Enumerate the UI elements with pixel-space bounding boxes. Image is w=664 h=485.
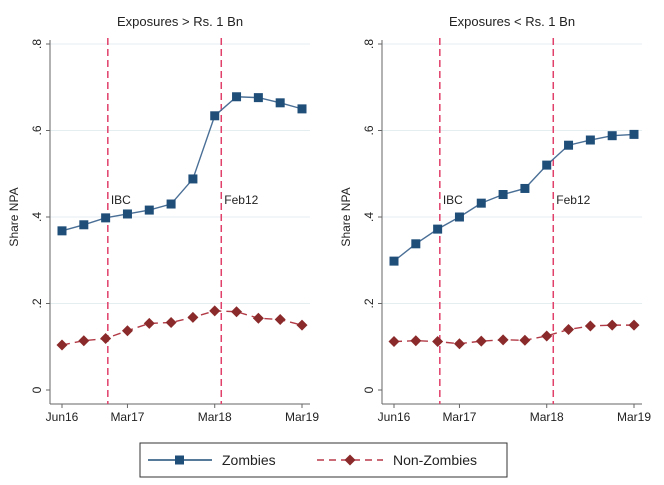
y-tick-label: .8 <box>30 39 44 49</box>
point-non-zombies <box>231 306 243 318</box>
y-tick-label: .6 <box>30 125 44 135</box>
point-zombies <box>57 226 67 236</box>
y-axis-label: Share NPA <box>339 187 353 246</box>
point-non-zombies <box>628 319 640 331</box>
point-non-zombies <box>274 314 286 326</box>
point-zombies <box>297 104 307 114</box>
y-tick-label: .8 <box>362 39 376 49</box>
point-zombies <box>389 256 399 266</box>
point-zombies <box>585 135 595 145</box>
point-zombies <box>275 98 285 108</box>
point-zombies <box>629 129 639 139</box>
point-zombies <box>498 190 508 200</box>
event-label-ibc: IBC <box>443 193 463 207</box>
point-zombies <box>188 174 198 184</box>
y-tick-label: .6 <box>362 125 376 135</box>
x-tick-label: Mar18 <box>530 410 564 424</box>
x-tick-label: Jun16 <box>378 410 411 424</box>
series-line-zombies <box>61 96 303 232</box>
y-tick-label: .2 <box>30 298 44 308</box>
series-line-non-zombies <box>393 324 634 345</box>
point-non-zombies <box>165 317 177 329</box>
point-zombies <box>79 220 89 230</box>
point-non-zombies <box>100 333 112 345</box>
legend-zombies-label: Zombies <box>222 452 276 468</box>
point-zombies <box>101 213 111 223</box>
legend-nonzombies-label: Non-Zombies <box>393 452 477 468</box>
x-tick-label: Mar17 <box>442 410 476 424</box>
point-zombies <box>542 160 552 170</box>
legend: Zombies Non-Zombies <box>139 442 508 478</box>
x-tick-label: Mar17 <box>110 410 144 424</box>
point-non-zombies <box>541 330 553 342</box>
legend-nonzombies-marker <box>344 454 356 466</box>
x-tick-label: Mar18 <box>198 410 232 424</box>
point-non-zombies <box>78 335 90 347</box>
y-tick-label: .4 <box>30 212 44 222</box>
y-tick-label: 0 <box>30 386 44 393</box>
point-non-zombies <box>209 305 221 317</box>
point-zombies <box>253 93 263 103</box>
x-tick-label: Mar19 <box>285 410 319 424</box>
chart-title: Exposures > Rs. 1 Bn <box>117 14 243 29</box>
event-label-feb12: Feb12 <box>224 193 258 207</box>
point-non-zombies <box>296 319 308 331</box>
legend-zombies-marker <box>175 455 184 465</box>
point-non-zombies <box>432 336 444 348</box>
point-non-zombies <box>252 312 264 324</box>
point-zombies <box>476 198 486 208</box>
point-non-zombies <box>56 339 68 351</box>
point-zombies <box>454 212 464 222</box>
point-non-zombies <box>187 311 199 323</box>
point-zombies <box>166 199 176 209</box>
point-zombies <box>411 239 421 249</box>
point-non-zombies <box>121 325 133 337</box>
point-non-zombies <box>453 338 465 350</box>
point-non-zombies <box>606 319 618 331</box>
series-line-zombies <box>393 133 635 262</box>
panel-exposures-above-1bn: Exposures > Rs. 1 Bn 0 .2 .4 .6 .8 Share NPA Ju… <box>7 14 319 424</box>
series-line-non-zombies <box>61 310 303 346</box>
y-tick-label: .2 <box>362 298 376 308</box>
point-zombies <box>210 111 220 121</box>
panel-exposures-below-1bn: Exposures < Rs. 1 Bn 0 .2 .4 .6 .8 Share NPA Ju… <box>339 14 651 424</box>
point-zombies <box>520 183 530 193</box>
point-zombies <box>232 92 242 102</box>
point-non-zombies <box>563 323 575 335</box>
point-non-zombies <box>143 317 155 329</box>
point-zombies <box>564 140 574 150</box>
x-tick-label: Mar19 <box>617 410 651 424</box>
y-tick-label: 0 <box>362 386 376 393</box>
point-non-zombies <box>497 334 509 346</box>
point-zombies <box>122 209 132 219</box>
x-tick-label: Jun16 <box>46 410 79 424</box>
point-non-zombies <box>388 336 400 348</box>
y-tick-label: .4 <box>362 212 376 222</box>
point-zombies <box>433 224 443 234</box>
y-axis-label: Share NPA <box>7 187 21 246</box>
event-label-feb12: Feb12 <box>556 193 590 207</box>
point-zombies <box>607 131 617 141</box>
point-non-zombies <box>519 334 531 346</box>
point-non-zombies <box>410 335 422 347</box>
point-zombies <box>144 205 154 215</box>
point-non-zombies <box>584 320 596 332</box>
event-label-ibc: IBC <box>111 193 131 207</box>
point-non-zombies <box>475 335 487 347</box>
chart-title: Exposures < Rs. 1 Bn <box>449 14 575 29</box>
